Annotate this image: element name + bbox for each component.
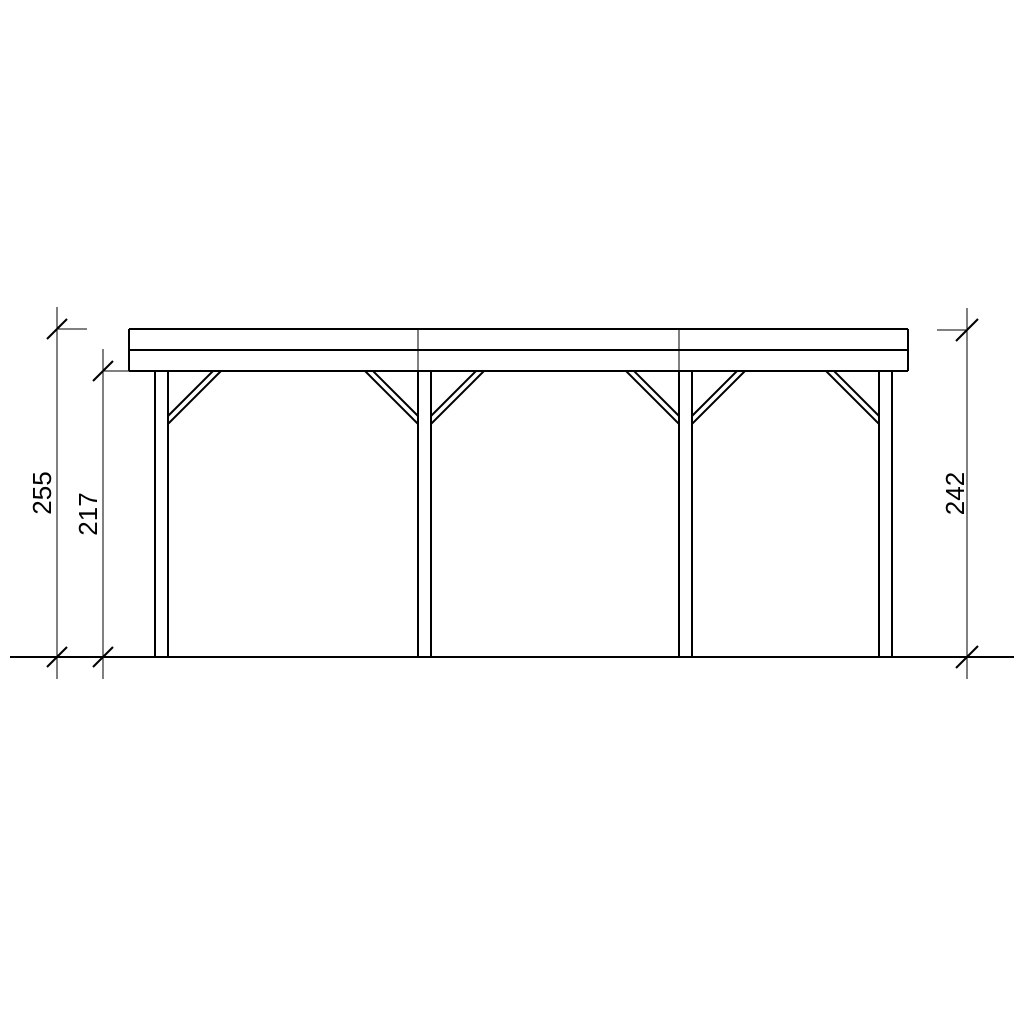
- brace-1: [365, 371, 418, 424]
- post-1: [418, 371, 431, 657]
- brace-3: [626, 371, 679, 424]
- dim-left-inner-label: 217: [73, 492, 103, 535]
- brace-0: [168, 371, 221, 424]
- brace-4: [692, 371, 745, 424]
- brace-2: [431, 371, 484, 424]
- dim-right-label: 242: [940, 472, 970, 515]
- post-3: [879, 371, 892, 657]
- brace-5: [826, 371, 879, 424]
- dim-left-inner: 217: [73, 349, 133, 679]
- dim-left-outer-label: 255: [27, 471, 57, 514]
- post-2: [679, 371, 692, 657]
- dim-right: 242: [937, 308, 978, 679]
- post-0: [155, 371, 168, 657]
